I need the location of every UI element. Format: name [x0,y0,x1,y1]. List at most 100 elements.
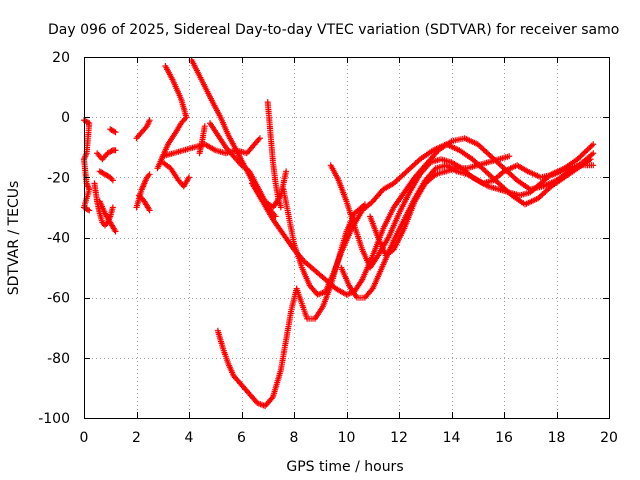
data-point-fill [231,154,244,167]
data-point [506,153,513,160]
data-point-fill [247,170,260,188]
data-point-fill [418,148,435,162]
data-point-fill [108,127,118,135]
data-point-fill [476,178,490,189]
data-point-fill [283,308,294,341]
data-point-fill [526,169,543,180]
data-point-fill [181,175,192,188]
data-point-fill [299,302,310,320]
data-point-fill [142,199,152,212]
data-point-fill [245,142,257,155]
data-point-fill [260,200,275,221]
data-point-fill [263,395,275,408]
data-point-fill [407,173,422,194]
data-point-fill [328,257,342,287]
axis-ticks: 0 2 4 6 8 10 12 14 16 18 20 -100 -80 -60 -40 -20 0 20 [38,50,618,446]
x-tick-label: 4 [185,430,194,446]
data-point-fill [352,224,365,251]
data-point-fill [306,315,316,322]
data-point-fill [402,175,417,194]
data-point-fill [313,268,327,282]
data-point-fill [163,64,176,83]
x-tick-label: 10 [338,430,356,446]
data-point-fill [542,178,558,189]
data-point-fill [368,254,380,270]
data-point [201,123,208,130]
data-point [590,150,597,157]
x-tick-label: 20 [600,430,618,446]
data-point-fill [97,200,108,215]
data-point-fill [523,196,540,207]
data-point-fill [336,230,349,260]
series-trace-o [196,123,208,157]
y-tick-label: -60 [47,291,70,307]
data-point-fill [437,139,453,153]
data-point-fill [81,151,89,161]
data-point-fill [173,121,184,134]
data-point-fill [208,121,220,137]
data-point-fill [563,157,579,171]
data-point-fill [313,305,325,321]
y-axis-label: SDTVAR / TECUs [6,181,22,296]
data-point-fill [458,148,474,162]
data-point-fill [292,248,307,264]
data-point-fill [299,266,312,287]
data-point-fill [392,169,409,185]
data-point [109,177,116,184]
data-point-fill [155,155,165,170]
data-point [186,174,192,181]
data-point [112,228,119,235]
data-point [86,207,93,214]
data-point-fill [352,202,367,216]
data-point-fill [336,179,349,203]
data-point [112,147,119,154]
data-point-fill [161,160,173,171]
data-point-fill [220,347,231,365]
data-point-fill [239,383,252,396]
data-point-fill [267,131,276,164]
data-point-fill [224,145,236,158]
x-tick-label: 2 [132,430,141,446]
data-point-fill [252,136,262,146]
y-tick-label: 20 [52,50,70,66]
data-point [590,141,597,148]
data-point [112,129,119,136]
data-point-fill [189,58,205,83]
data-point-fill [286,215,297,245]
data-series [81,57,597,409]
data-point-fill [102,211,113,224]
x-tick-label: 8 [290,430,299,446]
data-point-fill [144,118,152,128]
data-point-fill [549,166,566,177]
series-trace-e [96,168,116,184]
data-point-fill [134,130,144,140]
data-point-fill [510,193,527,207]
data-point-fill [334,286,348,297]
data-point-fill [105,148,115,156]
data-point-fill [418,160,433,176]
data-point-fill [515,163,530,174]
data-point-fill [108,221,118,233]
data-point-fill [575,142,595,161]
data-point-fill [502,163,519,174]
series-trace-c [96,198,119,235]
data-point-fill [84,181,92,191]
data-point-fill [100,151,110,161]
data-point-fill [412,182,428,203]
data-point-fill [215,133,228,149]
data-point-fill [176,178,186,188]
series-trace-q [264,99,284,211]
data-point-fill [203,142,217,153]
data-point-fill [463,136,480,147]
data-point-fill [465,172,480,183]
series-trace-d [94,147,119,163]
data-point-fill [405,157,422,173]
data-point-fill [344,200,357,227]
data-point-fill [384,247,396,258]
data-point-fill [82,117,91,126]
data-point-fill [218,116,231,137]
data-point-fill [171,79,184,101]
data-point-fill [264,101,274,134]
